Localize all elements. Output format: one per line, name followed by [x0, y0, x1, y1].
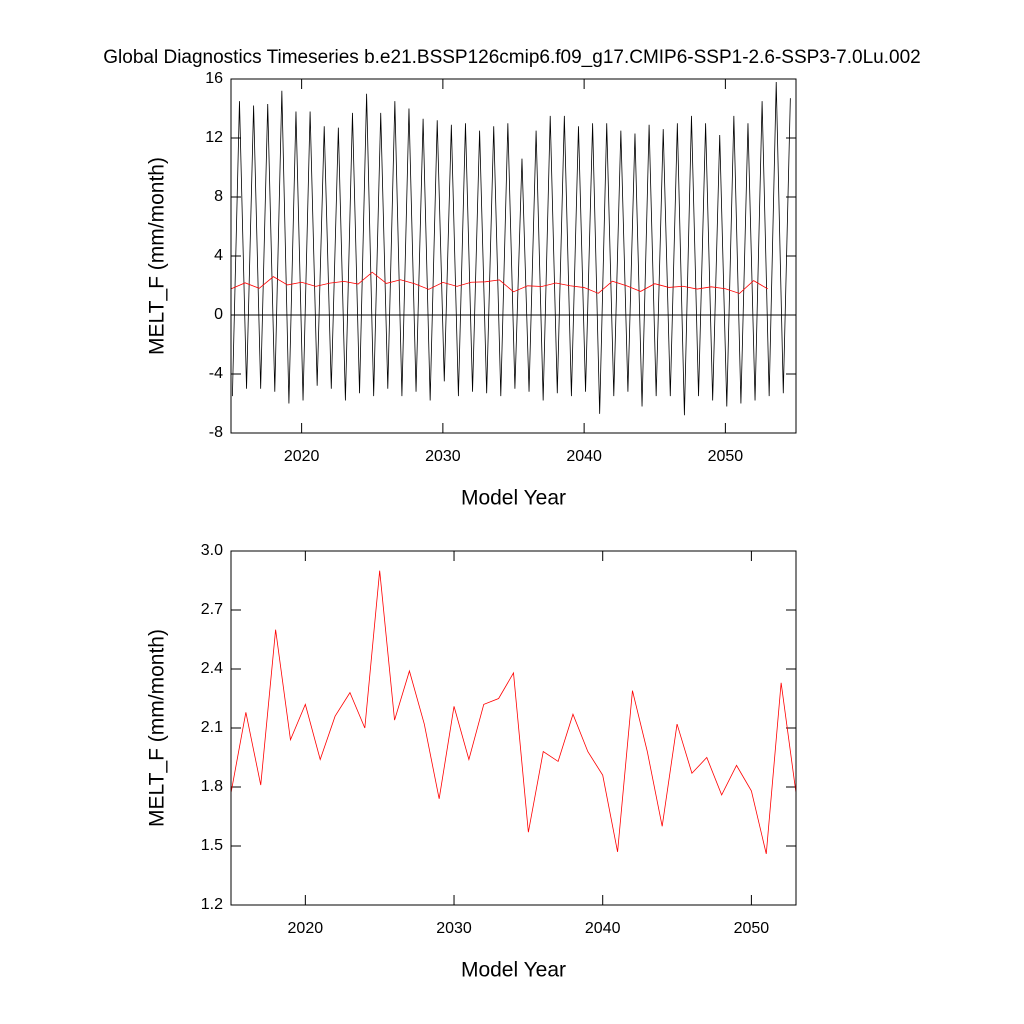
y-tick-label: 2.7	[201, 601, 223, 618]
x-axis-label: Model Year	[461, 959, 566, 982]
y-tick-label: -4	[209, 365, 223, 382]
y-tick-label: 3.0	[201, 542, 223, 559]
chart-title: Global Diagnostics Timeseries b.e21.BSSP…	[103, 47, 920, 68]
y-tick-label: 8	[214, 188, 223, 205]
x-tick-label: 2040	[585, 920, 621, 937]
y-tick-label: -8	[209, 424, 223, 441]
x-tick-label: 2020	[284, 448, 320, 465]
x-tick-label: 2050	[734, 920, 770, 937]
y-tick-label: 16	[205, 70, 223, 87]
y-tick-label: 12	[205, 129, 223, 146]
series-line	[230, 570, 797, 854]
series-line	[232, 81, 791, 416]
x-axis-label: Model Year	[461, 487, 566, 510]
y-axis-label: MELT_F (mm/month)	[146, 157, 169, 355]
y-tick-label: 4	[214, 247, 223, 264]
x-tick-label: 2030	[436, 920, 472, 937]
plot-frame	[230, 550, 797, 906]
plot-frame	[230, 78, 797, 434]
y-tick-label: 2.4	[201, 660, 223, 677]
x-tick-label: 2040	[566, 448, 602, 465]
y-tick-label: 1.5	[201, 837, 223, 854]
x-tick-label: 2050	[708, 448, 744, 465]
x-tick-label: 2020	[288, 920, 324, 937]
series-line	[230, 271, 768, 294]
x-tick-label: 2030	[425, 448, 461, 465]
y-axis-label: MELT_F (mm/month)	[146, 629, 169, 827]
y-tick-label: 2.1	[201, 719, 223, 736]
y-tick-label: 1.2	[201, 896, 223, 913]
y-tick-label: 0	[214, 306, 223, 323]
y-tick-label: 1.8	[201, 778, 223, 795]
